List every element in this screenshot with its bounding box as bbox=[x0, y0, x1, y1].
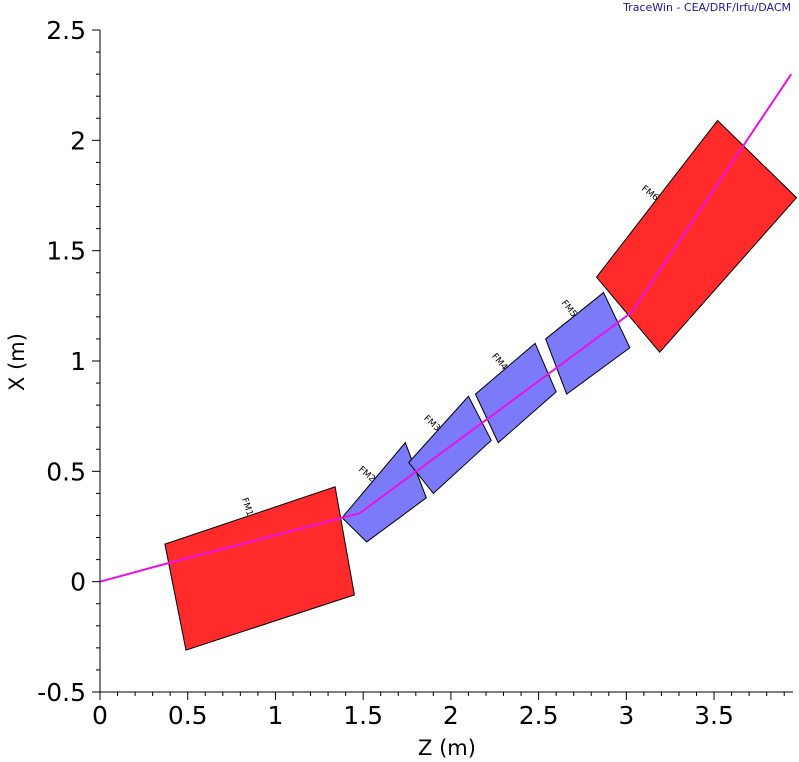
axes: 0 0.5 1 1.5 2 2.5 3 3.5-0.500.511.522.5 bbox=[37, 16, 793, 730]
beam-trajectory-layer bbox=[99, 73, 793, 583]
x-axis-label: Z (m) bbox=[418, 736, 476, 760]
magnet-fm6 bbox=[595, 119, 798, 353]
x-tick-label: 0 bbox=[92, 701, 108, 730]
y-tick-label: 1 bbox=[70, 347, 86, 376]
magnet-label-fm1: FM1 bbox=[239, 497, 254, 518]
x-tick-label: 1.5 bbox=[343, 701, 383, 730]
magnet-fm1 bbox=[164, 486, 355, 651]
x-tick-label: 1 bbox=[267, 701, 283, 730]
y-axis-label: X (m) bbox=[5, 333, 29, 391]
y-tick-label: 0 bbox=[70, 568, 86, 597]
y-tick-label: 1.5 bbox=[46, 237, 86, 266]
magnet-fm3 bbox=[408, 395, 492, 495]
y-tick-label: 0.5 bbox=[46, 457, 86, 486]
magnet-fm2 bbox=[341, 441, 427, 543]
software-credit: TraceWin - CEA/DRF/Irfu/DACM bbox=[623, 1, 791, 14]
beam-trajectory bbox=[99, 73, 793, 583]
magnet-fm5 bbox=[545, 291, 631, 395]
x-tick-label: 2 bbox=[443, 701, 459, 730]
x-tick-label: 3 bbox=[618, 701, 634, 730]
x-tick-label: 3.5 bbox=[694, 701, 734, 730]
x-tick-label: 2.5 bbox=[519, 701, 559, 730]
y-tick-label: 2 bbox=[70, 126, 86, 155]
y-tick-label: 2.5 bbox=[46, 16, 86, 45]
x-tick-label: 0.5 bbox=[168, 701, 208, 730]
y-tick-label: -0.5 bbox=[37, 678, 86, 707]
magnet-fm4 bbox=[474, 342, 557, 444]
